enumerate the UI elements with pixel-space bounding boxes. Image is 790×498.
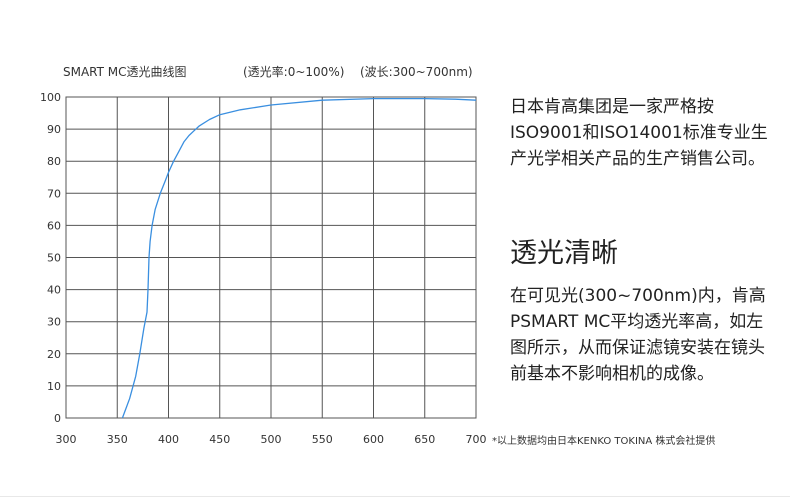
company-intro: 日本肯高集团是一家严格按ISO9001和ISO14001标准专业生产光学相关产品… [510,97,768,169]
x-tick-label: 700 [466,433,487,446]
chart-header: SMART MC透光曲线图 (透光率:0~100%) (波长:300~700nm… [63,63,493,79]
y-tick-label: 30 [47,316,61,329]
x-tick-label: 450 [209,433,230,446]
y-tick-label: 10 [47,380,61,393]
plot-frame [65,96,477,419]
x-tick-label: 650 [414,433,435,446]
x-tick-label: 500 [261,433,282,446]
y-tick-label: 80 [47,155,61,168]
transmittance-description: 在可见光(300~700nm)内，肯高PSMART MC平均透光率高，如左图所示… [510,286,766,384]
x-tick-label: 550 [312,433,333,446]
bottom-divider [0,496,790,497]
transmittance-curve [121,97,477,419]
y-tick-label: 0 [54,412,61,425]
section-heading: 透光清晰 [510,238,618,269]
data-source-note: *以上数据均由日本KENKO TOKINA 株式会社提供 [492,436,716,447]
x-tick-label: 350 [107,433,128,446]
chart-title: SMART MC透光曲线图 [63,65,187,79]
x-tick-label: 400 [158,433,179,446]
x-range-note: (波长:300~700nm) [360,65,473,79]
y-tick-label: 60 [47,219,61,232]
y-tick-label: 20 [47,348,61,361]
y-range-note: (透光率:0~100%) [243,65,345,79]
y-tick-label: 50 [47,252,61,265]
x-tick-label: 300 [56,433,77,446]
y-tick-label: 90 [47,123,61,136]
x-tick-label: 600 [363,433,384,446]
y-tick-label: 40 [47,284,61,297]
y-tick-label: 70 [47,187,61,200]
transmittance-chart: 300 350 400 450 500 550 600 650 700 0 10 20 30 40 50 60… [40,91,487,446]
y-tick-label: 100 [40,91,61,104]
